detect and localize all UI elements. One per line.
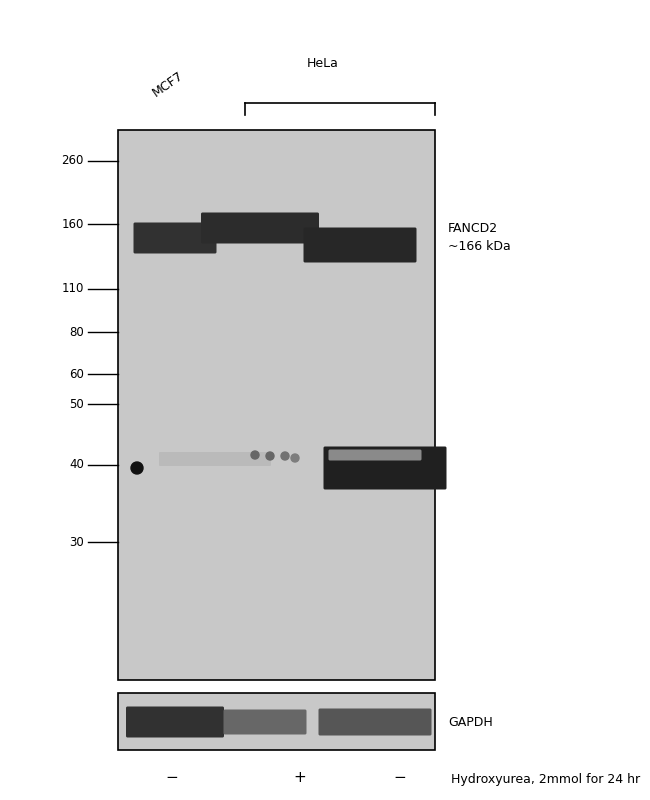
Circle shape [281,452,289,460]
Text: GAPDH: GAPDH [448,715,493,729]
Text: 60: 60 [69,367,84,381]
FancyBboxPatch shape [324,446,447,490]
Text: 30: 30 [70,535,84,549]
Bar [118,693,435,750]
FancyBboxPatch shape [318,709,432,735]
Circle shape [251,451,259,459]
Bar [118,130,435,680]
FancyBboxPatch shape [328,450,421,461]
FancyBboxPatch shape [304,227,417,262]
Text: −: − [166,770,178,786]
Text: FANCD2
~166 kDa: FANCD2 ~166 kDa [448,222,511,254]
Text: 80: 80 [70,326,84,338]
Text: Hydroxyurea, 2mmol for 24 hr: Hydroxyurea, 2mmol for 24 hr [451,774,640,786]
Circle shape [291,454,299,462]
Text: +: + [294,770,306,786]
FancyBboxPatch shape [133,222,216,254]
FancyBboxPatch shape [201,213,319,243]
Text: 40: 40 [69,458,84,471]
Circle shape [131,462,143,474]
Text: MCF7: MCF7 [150,70,186,100]
Text: 50: 50 [70,398,84,410]
Text: 160: 160 [62,218,84,230]
Text: −: − [394,770,406,786]
Text: 110: 110 [62,282,84,295]
FancyBboxPatch shape [126,706,224,738]
FancyBboxPatch shape [224,710,307,734]
FancyBboxPatch shape [159,452,271,466]
Text: 260: 260 [62,154,84,167]
Circle shape [266,452,274,460]
Text: HeLa: HeLa [307,57,339,70]
